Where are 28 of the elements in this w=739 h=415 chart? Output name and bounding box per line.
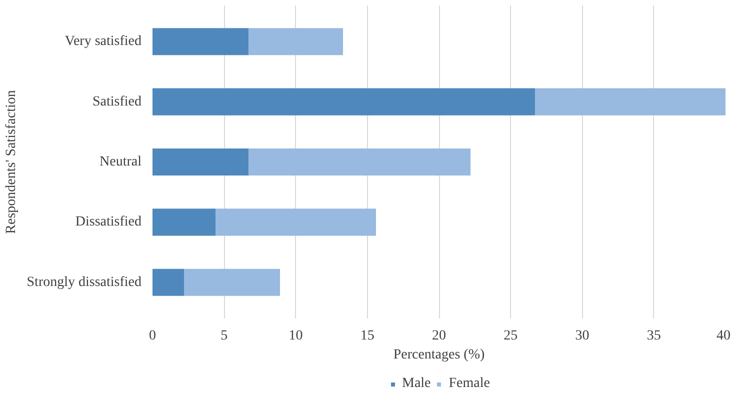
bar: [152, 148, 248, 176]
x-tick-label: 35: [646, 328, 661, 344]
x-tick-label: 5: [220, 328, 228, 344]
bar: [152, 208, 216, 236]
x-tick-label: 15: [360, 328, 374, 344]
y-axis-title: Respondents' Satisfaction: [4, 90, 19, 234]
x-tick-label: 10: [288, 328, 303, 344]
bar: [534, 88, 726, 116]
legend-label: Male: [402, 376, 431, 392]
bar: [152, 28, 248, 56]
y-tick-label: Very satisfied: [64, 34, 142, 50]
y-tick-label: Neutral: [100, 154, 142, 170]
bar: [248, 28, 344, 56]
x-tick-label: 0: [149, 328, 156, 344]
x-tick-label: 25: [504, 328, 518, 344]
bar: [152, 88, 535, 116]
x-tick-label: 20: [432, 328, 446, 344]
y-tick-label: Satisfied: [92, 94, 142, 110]
bar: [216, 208, 376, 236]
bar: [248, 148, 471, 176]
y-tick-label: Strongly dissatisfied: [26, 274, 142, 290]
bar: [184, 268, 280, 296]
legend-label: Female: [448, 376, 490, 392]
x-tick-label: 40: [716, 328, 730, 344]
x-tick-label: 30: [575, 328, 590, 344]
bar: [152, 268, 184, 296]
y-tick-label: Dissatisfied: [75, 214, 142, 230]
x-axis-title: Percentages (%): [393, 348, 486, 362]
